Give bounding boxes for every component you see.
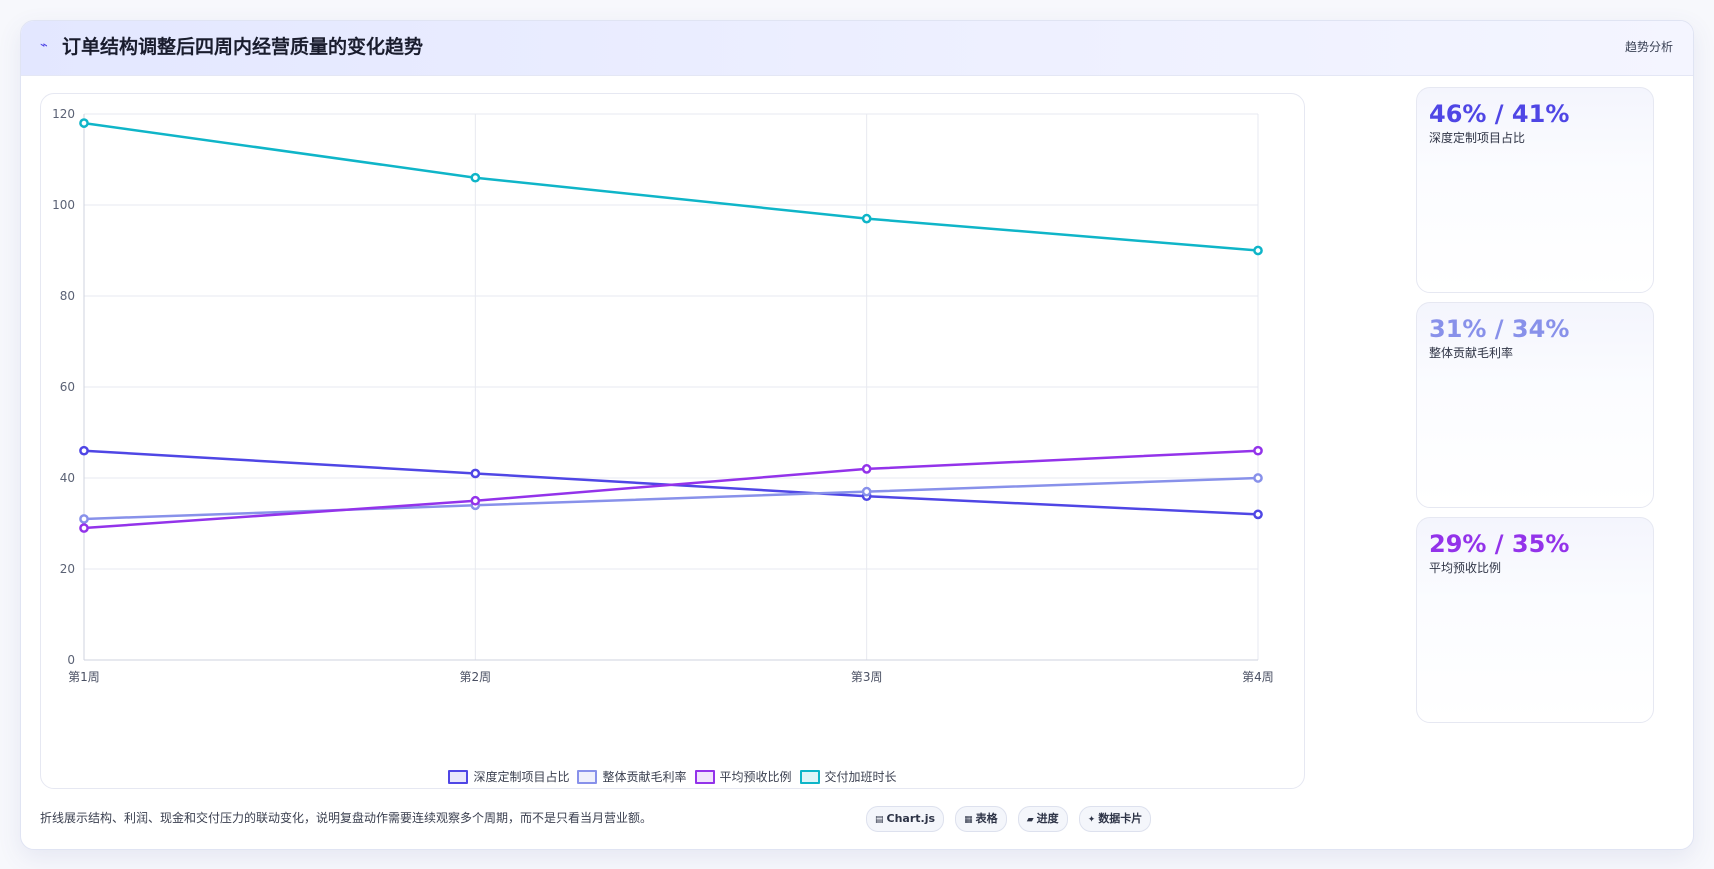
- kpi-value: 31% / 34%: [1429, 315, 1570, 343]
- legend-item[interactable]: 平均预收比例: [694, 768, 792, 785]
- line-chart-card: 0 20 40 60 80 100 120 第1周 第2周 第3周 第4周 深度定制项目占比 整体贡献…: [40, 93, 1305, 789]
- kpi-card-prepayment: 29% / 35% 平均预收比例: [1416, 517, 1654, 723]
- line-chart: 0 20 40 60 80 100 120 第1周 第2周 第3周 第4周: [52, 107, 1274, 684]
- kpi-value: 29% / 35%: [1429, 530, 1570, 558]
- data-point: [79, 118, 89, 128]
- legend-label: 深度定制项目占比: [473, 770, 570, 784]
- x-tick-label: 第2周: [460, 670, 492, 684]
- x-tick-label: 第1周: [68, 670, 100, 684]
- series-line-1: [82, 449, 1260, 516]
- badge-chartjs[interactable]: ▤ Chart.js: [866, 806, 945, 832]
- y-tick-label: 100: [52, 198, 75, 212]
- data-point: [470, 495, 481, 506]
- y-tick-label: 120: [52, 107, 75, 121]
- data-point: [79, 514, 89, 524]
- badge-row: ▤ Chart.js ▦ 表格 ▰ 进度 ✦ 数据卡片: [866, 806, 1157, 832]
- y-tick-label: 60: [60, 380, 75, 394]
- x-tick-label: 第3周: [851, 670, 883, 684]
- y-tick-label: 80: [60, 289, 75, 303]
- data-point: [470, 468, 481, 479]
- legend-item[interactable]: 交付加班时长: [799, 768, 897, 785]
- legend-swatch: [799, 769, 820, 784]
- badge-label: 进度: [1036, 812, 1059, 825]
- kpi-card-gross-margin: 31% / 34% 整体贡献毛利率: [1416, 302, 1654, 508]
- footer-note: 折线展示结构、利润、现金和交付压力的联动变化，说明复盘动作需要连续观察多个周期，…: [40, 811, 653, 825]
- data-point: [1253, 245, 1263, 256]
- panel-tag: 趋势分析: [1624, 40, 1673, 54]
- series-line-4: [82, 121, 1260, 252]
- data-point: [79, 445, 89, 456]
- chart-icon: ▤: [875, 815, 884, 825]
- legend-label: 整体贡献毛利率: [602, 770, 687, 784]
- data-point: [861, 213, 872, 224]
- legend-swatch: [694, 769, 715, 784]
- table-icon: ▦: [964, 815, 973, 825]
- data-point: [1253, 445, 1263, 456]
- data-point: [1253, 473, 1263, 483]
- chart-legend: 深度定制项目占比 整体贡献毛利率 平均预收比例 交付加班时长: [41, 768, 1304, 786]
- series-line-2: [82, 476, 1260, 521]
- chart-panel: ⌁ 订单结构调整后四周内经营质量的变化趋势 趋势分析 0 20 40 60 80 100 1…: [20, 20, 1694, 850]
- panel-title: 订单结构调整后四周内经营质量的变化趋势: [62, 36, 424, 58]
- series-line-3: [82, 449, 1260, 530]
- legend-swatch: [577, 769, 598, 784]
- data-point: [79, 523, 89, 533]
- y-tick-label: 40: [60, 471, 75, 485]
- kpi-label: 深度定制项目占比: [1429, 131, 1526, 145]
- kpi-value: 46% / 41%: [1429, 100, 1570, 128]
- legend-label: 交付加班时长: [824, 770, 897, 784]
- data-point: [470, 172, 481, 183]
- data-card-icon: ✦: [1087, 815, 1096, 825]
- panel-header: ⌁ 订单结构调整后四周内经营质量的变化趋势 趋势分析: [21, 21, 1693, 76]
- progress-icon: ▰: [1026, 815, 1034, 825]
- data-point: [861, 486, 872, 497]
- badge-data-card[interactable]: ✦ 数据卡片: [1078, 806, 1152, 832]
- data-point: [861, 464, 872, 474]
- trend-line-icon: ⌁: [40, 38, 48, 53]
- badge-label: 数据卡片: [1098, 812, 1143, 825]
- badge-table[interactable]: ▦ 表格: [955, 806, 1007, 832]
- legend-item[interactable]: 整体贡献毛利率: [577, 768, 687, 785]
- y-tick-label: 0: [67, 653, 75, 667]
- kpi-label: 整体贡献毛利率: [1429, 346, 1514, 360]
- badge-progress[interactable]: ▰ 进度: [1017, 806, 1068, 832]
- legend-label: 平均预收比例: [719, 770, 792, 784]
- y-tick-label: 20: [60, 562, 75, 576]
- legend-swatch: [448, 769, 469, 784]
- x-tick-label: 第4周: [1242, 670, 1274, 684]
- legend-item[interactable]: 深度定制项目占比: [448, 768, 569, 785]
- badge-label: 表格: [975, 812, 998, 825]
- badge-label: Chart.js: [886, 812, 936, 825]
- kpi-label: 平均预收比例: [1429, 561, 1502, 575]
- kpi-card-custom-share: 46% / 41% 深度定制项目占比: [1416, 87, 1654, 293]
- data-point: [1253, 509, 1263, 520]
